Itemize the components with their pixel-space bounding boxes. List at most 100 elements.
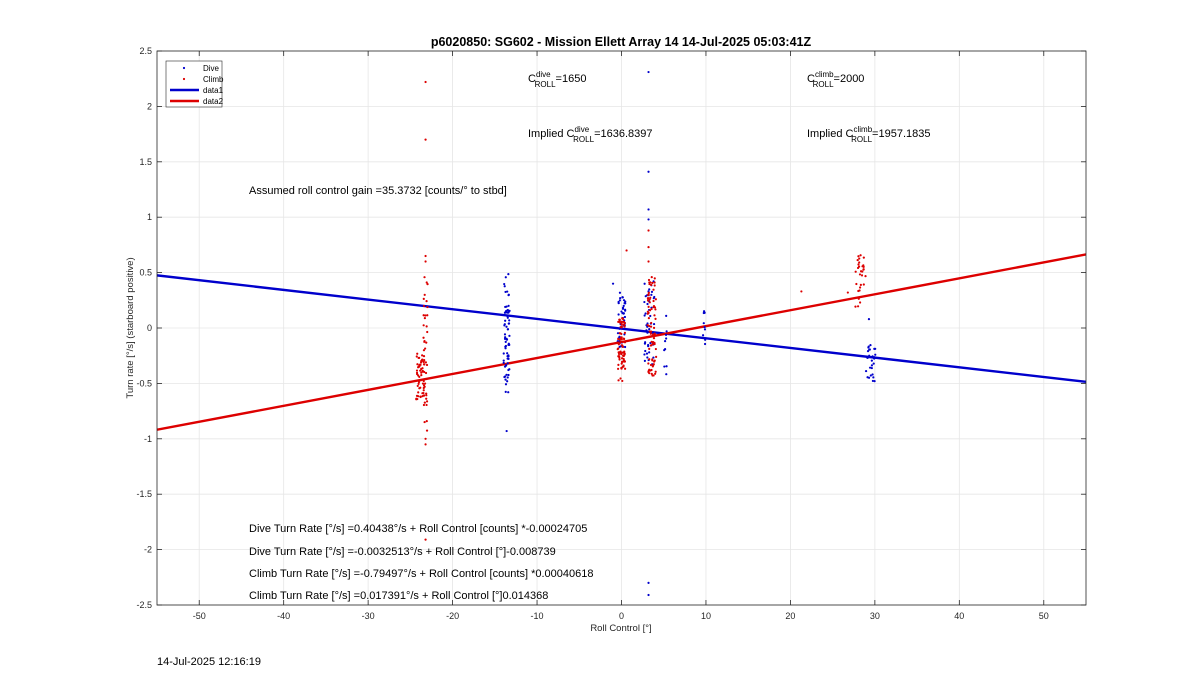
point-dive — [874, 353, 877, 356]
point-climb — [651, 365, 654, 368]
point-dive — [648, 328, 651, 331]
point-dive — [616, 332, 620, 335]
point-dive — [505, 373, 508, 376]
point-climb — [422, 363, 426, 366]
point-climb — [651, 333, 655, 336]
point-dive — [618, 327, 621, 330]
fit-equation: Climb Turn Rate [°/s] =0.017391°/s + Rol… — [249, 590, 548, 602]
x-tick-label: 40 — [954, 611, 964, 621]
point-dive — [622, 304, 625, 307]
point-climb — [650, 307, 653, 311]
x-tick-label: 30 — [870, 611, 880, 621]
point-dive — [649, 314, 652, 318]
point-climb — [647, 317, 650, 320]
annotation-c-climb: Cclimb ROLL=2000 — [807, 70, 864, 89]
point-climb — [648, 301, 651, 304]
point-climb — [619, 377, 622, 380]
point-climb — [623, 325, 626, 328]
point-climb — [654, 308, 657, 311]
point-climb — [415, 369, 419, 372]
point-climb — [646, 323, 649, 327]
point-climb — [862, 283, 865, 286]
point-dive — [868, 366, 872, 369]
point-dive — [647, 581, 650, 584]
point-climb — [425, 420, 428, 423]
point-dive — [644, 295, 647, 298]
point-climb — [420, 374, 423, 377]
y-tick-label: -1 — [144, 434, 152, 444]
point-dive — [864, 369, 868, 373]
point-climb — [653, 342, 656, 346]
point-climb — [652, 299, 655, 303]
point-climb — [858, 261, 861, 264]
point-climb — [416, 363, 419, 366]
point-climb — [653, 277, 656, 280]
point-dive — [506, 352, 509, 355]
point-dive — [645, 352, 649, 355]
point-dive — [622, 312, 625, 315]
legend-box — [165, 60, 223, 108]
x-tick-label: -40 — [277, 611, 290, 621]
point-dive — [504, 305, 507, 309]
point-climb — [654, 372, 657, 375]
point-climb — [420, 359, 423, 362]
point-dive — [647, 218, 650, 221]
point-climb — [424, 437, 427, 440]
point-dive — [650, 293, 653, 296]
point-climb — [647, 246, 650, 249]
point-climb — [650, 368, 653, 372]
point-climb — [653, 332, 656, 335]
point-dive — [506, 362, 509, 365]
point-climb — [616, 341, 620, 344]
point-climb — [421, 382, 425, 385]
legend-label-data1: data1 — [203, 86, 224, 95]
point-dive — [644, 349, 647, 353]
point-climb — [423, 420, 426, 424]
point-climb — [622, 337, 625, 340]
point-dive — [621, 306, 625, 309]
point-climb — [646, 297, 650, 300]
point-climb — [651, 358, 654, 361]
point-dive — [504, 319, 507, 322]
point-dive — [504, 276, 507, 279]
point-dive — [507, 357, 510, 360]
point-climb — [425, 400, 429, 403]
point-climb — [423, 370, 426, 374]
point-dive — [617, 302, 620, 305]
x-tick-label: -50 — [193, 611, 206, 621]
point-climb — [620, 352, 623, 356]
point-climb — [417, 382, 420, 385]
point-climb — [619, 336, 623, 339]
point-dive — [508, 319, 511, 322]
point-climb — [423, 401, 426, 404]
point-dive — [870, 364, 874, 367]
point-dive — [507, 322, 510, 325]
point-climb — [647, 260, 650, 263]
point-climb — [650, 340, 653, 343]
point-climb — [800, 290, 803, 293]
fit-equation: Dive Turn Rate [°/s] =0.40438°/s + Roll … — [249, 523, 587, 535]
point-climb — [649, 363, 653, 367]
point-climb — [417, 395, 420, 398]
point-dive — [503, 333, 507, 336]
point-dive — [618, 299, 621, 302]
point-climb — [619, 350, 622, 353]
point-climb — [654, 370, 657, 373]
point-dive — [507, 391, 510, 394]
point-dive — [504, 336, 507, 339]
x-tick-label: 50 — [1039, 611, 1049, 621]
point-dive — [502, 352, 505, 355]
point-climb — [856, 305, 860, 308]
point-climb — [417, 380, 421, 384]
point-climb — [617, 367, 620, 370]
point-climb — [623, 341, 627, 344]
point-dive — [643, 342, 647, 345]
y-axis-label: Turn rate [°/s] (starboard positive) — [125, 257, 136, 398]
point-climb — [856, 266, 860, 270]
point-dive — [703, 311, 706, 314]
point-dive — [663, 348, 666, 352]
point-dive — [652, 356, 655, 359]
point-climb — [417, 391, 420, 394]
point-dive — [643, 353, 646, 356]
y-tick-label: 1 — [147, 212, 152, 222]
